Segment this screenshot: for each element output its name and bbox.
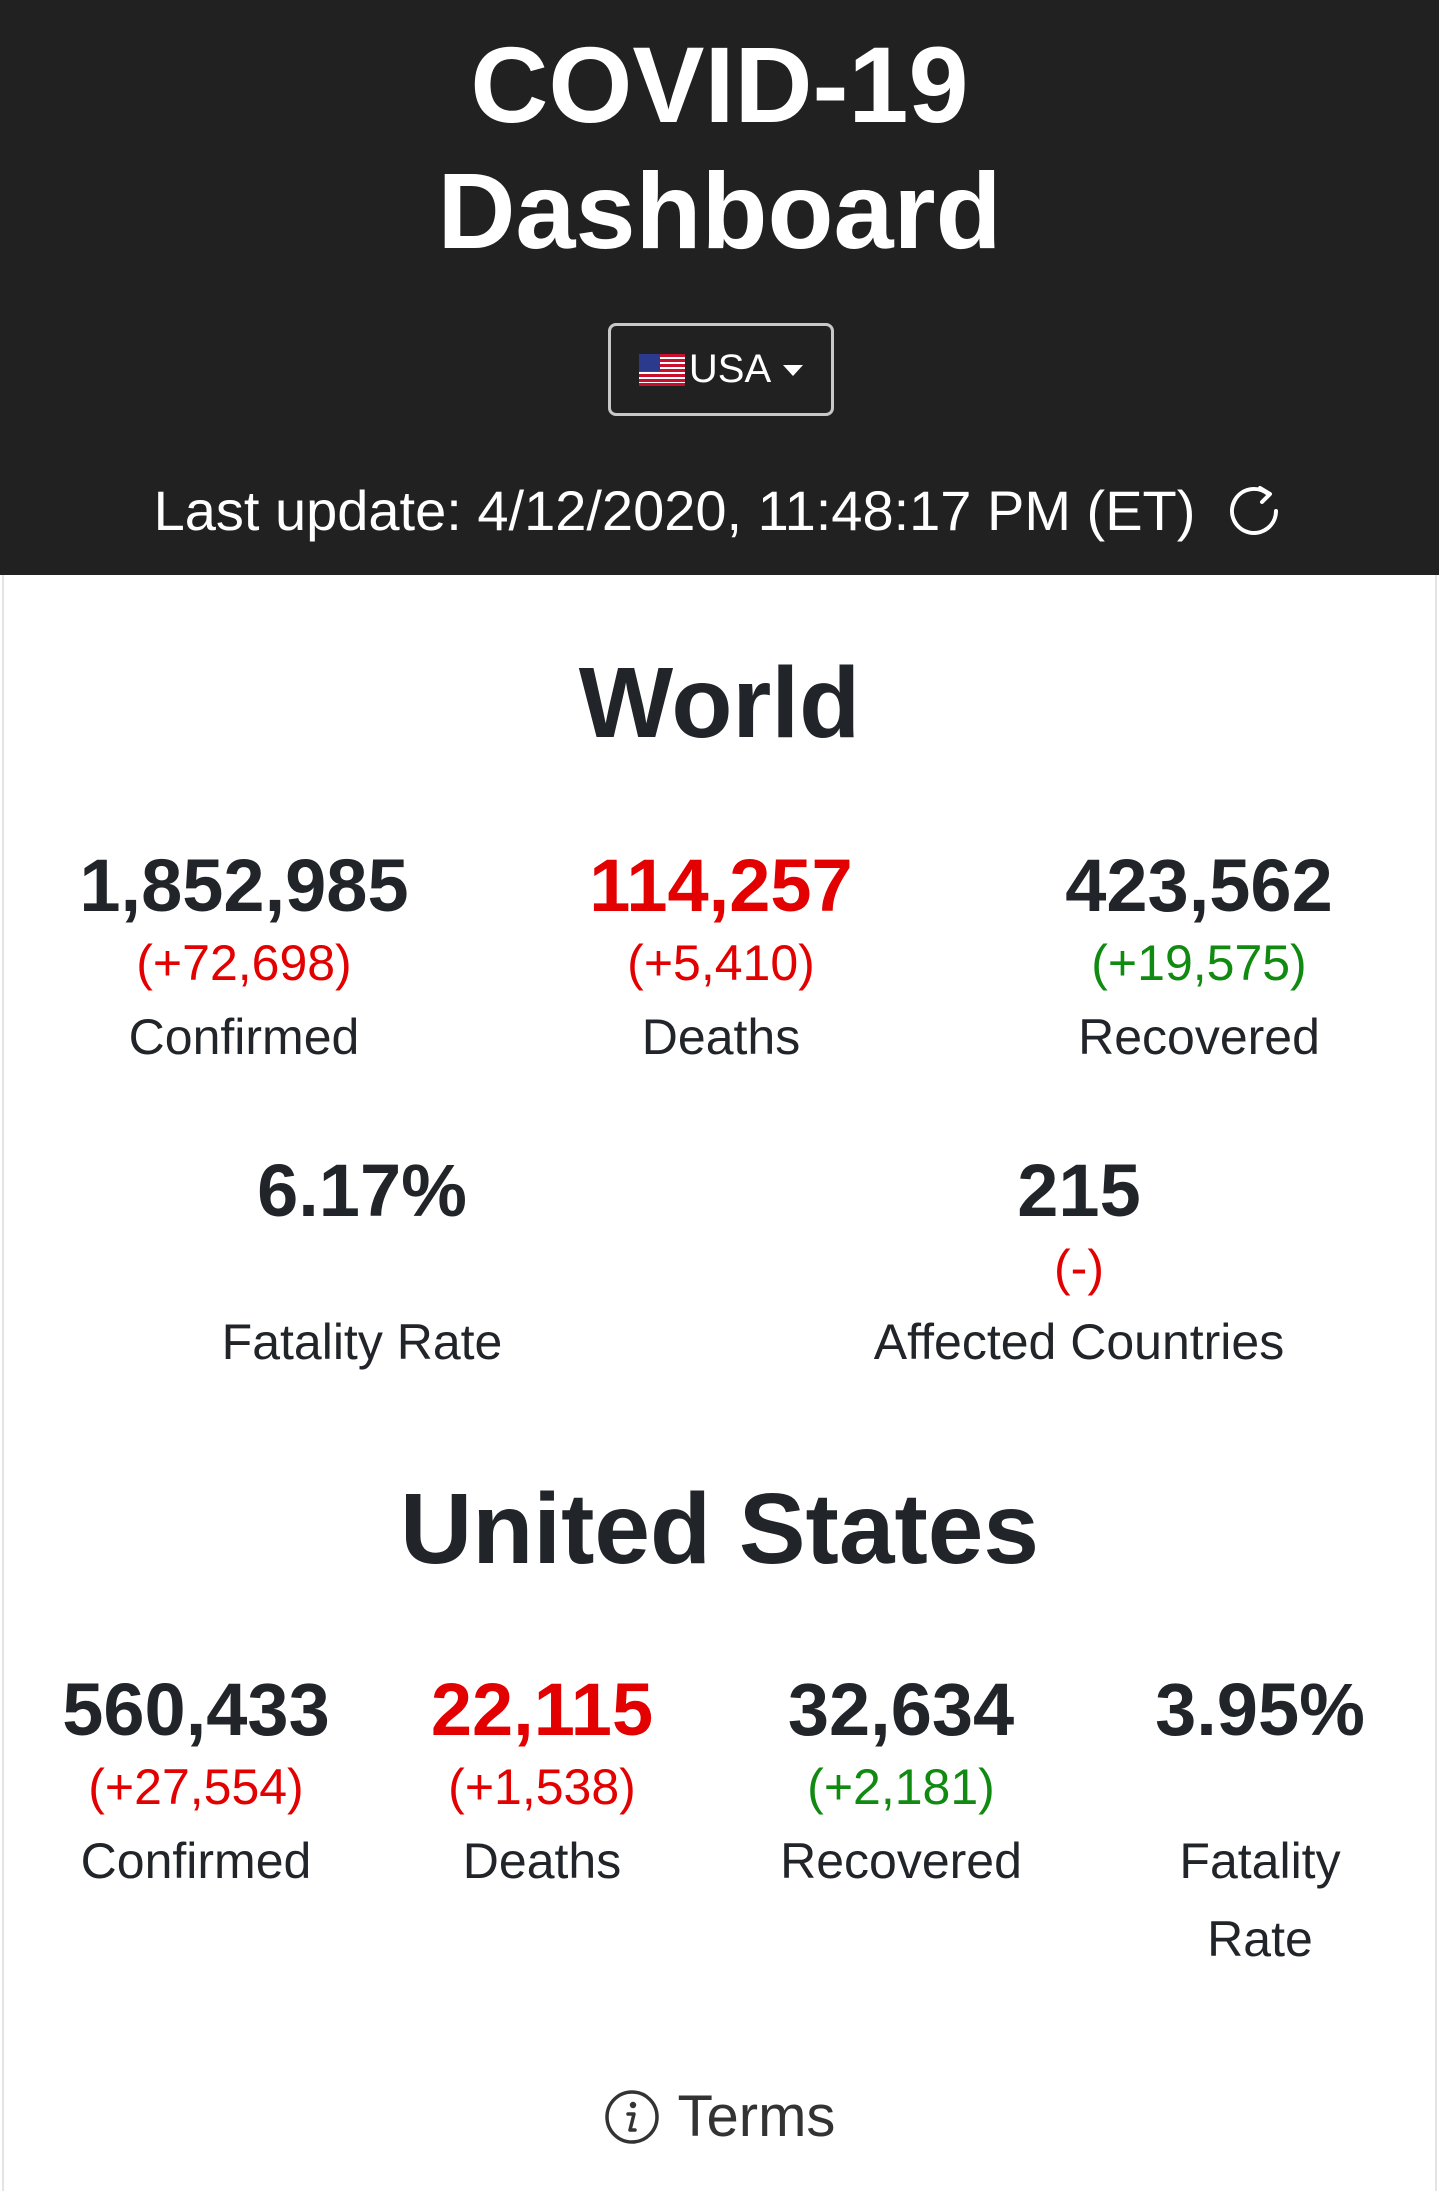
world-confirmed-label: Confirmed — [128, 1009, 360, 1065]
world-affected-countries-value: 215 — [1017, 1149, 1141, 1232]
world-deaths-delta: (+5,410) — [627, 935, 815, 991]
us-recovered-stat: 32,634 (+2,181) Recovered — [780, 1668, 1022, 1900]
world-recovered-delta: (+19,575) — [1091, 935, 1307, 991]
world-section-title: World — [578, 647, 861, 759]
us-deaths-delta: (+1,538) — [448, 1759, 636, 1815]
country-select-dropdown[interactable]: USA — [608, 323, 834, 416]
world-affected-countries-delta: (-) — [1054, 1240, 1104, 1296]
world-deaths-value: 114,257 — [589, 844, 853, 927]
last-update-row: Last update: 4/12/2020, 11:48:17 PM (ET) — [0, 478, 1439, 544]
us-flag-icon — [638, 353, 685, 386]
world-confirmed-stat: 1,852,985 (+72,698) Confirmed — [79, 844, 408, 1076]
us-confirmed-value: 560,433 — [62, 1668, 330, 1751]
us-deaths-stat: 22,115 (+1,538) Deaths — [431, 1668, 653, 1900]
us-recovered-value: 32,634 — [787, 1668, 1015, 1751]
us-recovered-delta: (+2,181) — [807, 1759, 995, 1815]
world-affected-countries-label: Affected Countries — [873, 1314, 1285, 1370]
chevron-down-icon — [783, 365, 804, 376]
us-confirmed-delta: (+27,554) — [88, 1759, 304, 1815]
world-deaths-stat: 114,257 (+5,410) Deaths — [589, 844, 852, 1076]
last-update-text: Last update: 4/12/2020, 11:48:17 PM (ET) — [153, 479, 1196, 542]
world-fatality-rate-label: Fatality Rate — [221, 1314, 503, 1370]
us-confirmed-label: Confirmed — [80, 1833, 312, 1889]
terms-label: Terms — [677, 2084, 836, 2149]
us-fatality-rate-label-line1: Fatality — [1179, 1833, 1341, 1889]
info-icon — [604, 2089, 659, 2144]
us-confirmed-stat: 560,433 (+27,554) Confirmed — [62, 1668, 330, 1900]
world-recovered-label: Recovered — [1078, 1009, 1320, 1065]
world-deaths-label: Deaths — [641, 1009, 801, 1065]
world-recovered-stat: 423,562 (+19,575) Recovered — [1065, 844, 1333, 1076]
terms-link[interactable]: Terms — [0, 2083, 1439, 2150]
us-fatality-rate-label-line2: Rate — [1207, 1911, 1313, 1967]
us-deaths-value: 22,115 — [430, 1668, 654, 1751]
main-content — [2, 575, 1437, 2191]
country-select-value: USA — [688, 347, 772, 391]
world-confirmed-value: 1,852,985 — [79, 844, 409, 927]
us-fatality-rate-value: 3.95% — [1155, 1668, 1365, 1751]
world-fatality-rate-value: 6.17% — [257, 1149, 467, 1232]
app-title-line2: Dashboard — [437, 150, 1002, 271]
world-fatality-rate-stat: 6.17% Fatality Rate — [222, 1149, 503, 1381]
app-title: COVID-19 Dashboard — [0, 22, 1439, 274]
us-recovered-label: Recovered — [780, 1833, 1022, 1889]
us-section-title: United States — [399, 1473, 1039, 1585]
us-fatality-rate-stat: 3.95% Fatality Rate — [1155, 1668, 1365, 1978]
world-affected-countries-stat: 215 (-) Affected Countries — [874, 1149, 1284, 1381]
world-confirmed-delta: (+72,698) — [136, 935, 352, 991]
world-recovered-value: 423,562 — [1065, 844, 1333, 927]
refresh-icon[interactable] — [1223, 480, 1285, 542]
app-title-line1: COVID-19 — [470, 24, 969, 145]
header: COVID-19 Dashboard USA Last update: 4/12… — [0, 0, 1439, 575]
us-deaths-label: Deaths — [462, 1833, 622, 1889]
